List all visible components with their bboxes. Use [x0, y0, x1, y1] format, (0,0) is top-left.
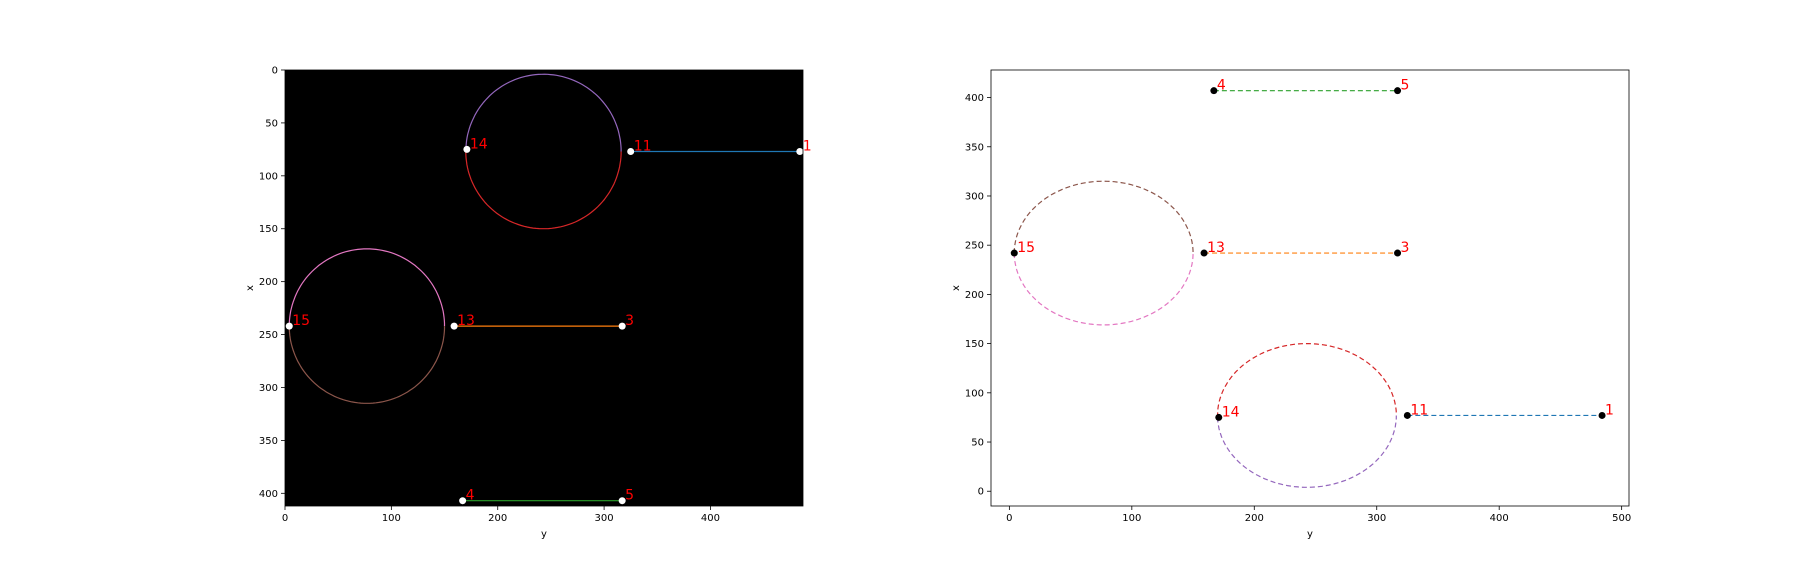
y-tick-label: 300	[965, 191, 984, 202]
y-tick-label: 250	[259, 330, 278, 341]
plot-area	[285, 70, 803, 506]
point-11	[1403, 411, 1411, 419]
point-label-4: 4	[1217, 78, 1226, 94]
point-label-14: 14	[470, 136, 488, 152]
point-label-1: 1	[1605, 402, 1614, 418]
plot-area	[991, 70, 1629, 506]
plot-content	[1010, 87, 1606, 488]
point-label-11: 11	[634, 138, 652, 154]
point-label-4: 4	[466, 488, 475, 504]
point-4	[1210, 87, 1218, 95]
point-label-5: 5	[625, 488, 634, 504]
x-tick-label: 0	[282, 513, 288, 524]
point-1	[1598, 411, 1606, 419]
point-13	[1200, 249, 1208, 257]
point-label-14: 14	[1222, 404, 1240, 420]
point-14	[1215, 413, 1223, 421]
y-axis-label: x	[245, 285, 256, 291]
x-tick-label: 400	[701, 513, 720, 524]
x-tick-label: 300	[595, 513, 614, 524]
y-tick-label: 0	[978, 487, 984, 498]
segment-15-13-low-x	[288, 248, 446, 327]
plot-content	[285, 73, 803, 505]
y-tick-label: 350	[965, 142, 984, 153]
panel-plot: 4 515 13 314 11 10 100 200 300 400 500050100150200…	[951, 69, 1631, 540]
point-label-15: 15	[292, 313, 310, 329]
y-tick-label: 50	[265, 118, 278, 129]
point-13	[450, 322, 458, 330]
x-tick-label: 0	[1006, 513, 1012, 524]
y-tick-label: 200	[259, 277, 278, 288]
point-label-1: 1	[803, 138, 812, 154]
x-tick-label: 200	[1245, 513, 1264, 524]
segment-14-11-low-x	[465, 73, 622, 152]
segment-14-11-high-x	[1217, 343, 1397, 418]
y-tick-label: 100	[965, 388, 984, 399]
y-tick-label: 150	[259, 224, 278, 235]
point-label-3: 3	[1401, 240, 1410, 256]
y-tick-label: 0	[272, 66, 278, 77]
point-14	[463, 145, 471, 153]
x-tick-label: 400	[1490, 513, 1509, 524]
x-tick-label: 100	[1122, 513, 1141, 524]
y-tick-label: 200	[965, 290, 984, 301]
point-3	[618, 322, 626, 330]
plot-frame	[284, 69, 804, 507]
point-label-11: 11	[1410, 402, 1428, 418]
point-1	[796, 147, 803, 155]
y-tick-label: 50	[971, 438, 984, 449]
x-tick-label: 200	[488, 513, 507, 524]
y-axis-label: x	[951, 285, 962, 291]
point-11	[627, 147, 635, 155]
x-tick-label: 500	[1612, 513, 1631, 524]
point-label-15: 15	[1017, 240, 1035, 256]
point-5	[618, 497, 626, 505]
y-tick-label: 300	[259, 383, 278, 394]
point-5	[1394, 87, 1402, 95]
point-15	[285, 322, 293, 330]
segment-14-11-high-x	[465, 149, 622, 230]
x-axis-label: y	[541, 529, 547, 540]
x-tick-label: 100	[382, 513, 401, 524]
point-label-3: 3	[625, 313, 634, 329]
point-label-5: 5	[1401, 78, 1410, 94]
point-4	[459, 497, 467, 505]
y-tick-label: 250	[965, 241, 984, 252]
x-tick-label: 300	[1367, 513, 1386, 524]
y-tick-label: 150	[965, 339, 984, 350]
y-tick-label: 350	[259, 436, 278, 447]
plot-frame	[990, 69, 1630, 507]
y-tick-label: 400	[259, 489, 278, 500]
point-3	[1394, 249, 1402, 257]
x-axis-label: y	[1307, 529, 1313, 540]
point-label-13: 13	[457, 313, 475, 329]
segment-15-13-high-x	[288, 326, 446, 404]
y-tick-label: 400	[965, 93, 984, 104]
y-tick-label: 100	[259, 171, 278, 182]
point-label-13: 13	[1207, 240, 1225, 256]
point-15	[1010, 249, 1018, 257]
